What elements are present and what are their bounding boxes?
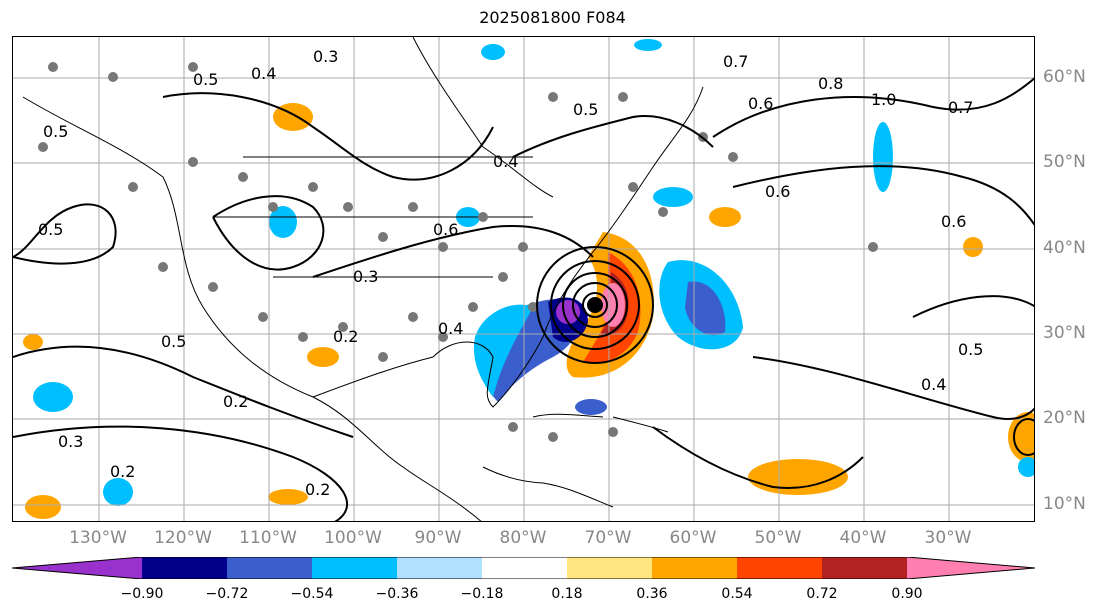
colorbar-segment bbox=[907, 557, 1035, 579]
contour-label: 0.3 bbox=[353, 267, 378, 286]
lon-label: 60°W bbox=[669, 528, 717, 548]
contour-label: 0.6 bbox=[748, 94, 773, 113]
lon-label: 90°W bbox=[414, 528, 462, 548]
colorbar-segment bbox=[142, 557, 227, 579]
contour-label: 0.6 bbox=[941, 212, 966, 231]
colorbar-segment bbox=[227, 557, 312, 579]
warm-anomaly-5 bbox=[1008, 412, 1034, 462]
colorbar-segment bbox=[737, 557, 822, 579]
colorbar-segment bbox=[482, 557, 567, 579]
contour-label: 0.7 bbox=[948, 98, 973, 117]
graticule bbox=[13, 37, 1034, 521]
contour-label: 0.7 bbox=[723, 52, 748, 71]
colorbar-segment bbox=[567, 557, 652, 579]
colorbar-tick-label: 0.36 bbox=[636, 586, 668, 602]
shading-layer bbox=[23, 39, 1034, 519]
colorbar-segment bbox=[652, 557, 737, 579]
lat-label: 40°N bbox=[1043, 238, 1086, 258]
cold-anomaly-4 bbox=[653, 187, 693, 207]
contour-label: 0.4 bbox=[493, 152, 518, 171]
contour-label: 0.5 bbox=[43, 122, 68, 141]
colorbar-segment bbox=[12, 557, 142, 579]
warm-anomaly-6 bbox=[25, 495, 61, 519]
warm-anomaly-storm-peak bbox=[601, 283, 625, 327]
contour-label: 0.5 bbox=[193, 70, 218, 89]
storm-center-marker bbox=[587, 297, 603, 313]
lon-label: 70°W bbox=[584, 528, 632, 548]
contour-label: 0.6 bbox=[433, 220, 458, 239]
contour-label-layer: 0.3 0.4 0.5 0.5 0.5 0.6 0.6 0.7 0.7 0.8 … bbox=[38, 47, 983, 499]
contour-lines bbox=[13, 77, 1034, 521]
colorbar-segment bbox=[312, 557, 397, 579]
map-title: 2025081800 F084 bbox=[479, 8, 626, 27]
lon-label: 120°W bbox=[154, 528, 212, 548]
lat-label: 10°N bbox=[1043, 494, 1086, 514]
cold-anomaly-7 bbox=[575, 399, 607, 415]
lat-label: 20°N bbox=[1043, 408, 1086, 428]
lat-label: 50°N bbox=[1043, 152, 1086, 172]
warm-anomaly-3 bbox=[709, 207, 741, 227]
colorbar-tick-label: 0.18 bbox=[551, 586, 583, 602]
map-panel: 0.3 0.4 0.5 0.5 0.5 0.6 0.6 0.7 0.7 0.8 … bbox=[12, 36, 1035, 522]
lon-label: 130°W bbox=[69, 528, 127, 548]
lon-label: 50°W bbox=[754, 528, 802, 548]
contour-label: 0.2 bbox=[305, 480, 330, 499]
warm-anomaly-2 bbox=[307, 347, 339, 367]
cold-anomaly-10 bbox=[634, 39, 662, 51]
contour-label: 1.0 bbox=[871, 90, 896, 109]
colorbar-tick-label: −0.36 bbox=[375, 586, 419, 602]
colorbar-segment bbox=[822, 557, 907, 579]
lat-label: 60°N bbox=[1043, 67, 1086, 87]
contour-label: 0.5 bbox=[573, 100, 598, 119]
contour-label: 0.2 bbox=[333, 327, 358, 346]
cold-anomaly-8 bbox=[1018, 457, 1034, 477]
colorbar-tick-label: −0.54 bbox=[290, 586, 334, 602]
cold-anomaly-5 bbox=[33, 382, 73, 412]
colorbar-tick-label: 0.72 bbox=[806, 586, 838, 602]
colorbar-tick-label: −0.90 bbox=[120, 586, 164, 602]
warm-anomaly-7 bbox=[268, 489, 308, 505]
colorbar-segment bbox=[397, 557, 482, 579]
contour-label: 0.6 bbox=[765, 182, 790, 201]
contour-label: 0.5 bbox=[38, 220, 63, 239]
contour-label: 0.3 bbox=[58, 432, 83, 451]
lon-label: 100°W bbox=[324, 528, 382, 548]
lat-label: 30°N bbox=[1043, 323, 1086, 343]
lon-label: 30°W bbox=[924, 528, 972, 548]
contour-label: 0.2 bbox=[223, 392, 248, 411]
colorbar-tick-label: 0.90 bbox=[891, 586, 923, 602]
warm-anomaly-9 bbox=[963, 237, 983, 257]
lon-label: 40°W bbox=[839, 528, 887, 548]
contour-label: 0.5 bbox=[958, 340, 983, 359]
station-markers bbox=[38, 62, 878, 442]
lon-label: 80°W bbox=[499, 528, 547, 548]
contour-label: 0.3 bbox=[313, 47, 338, 66]
colorbar-tick-label: −0.18 bbox=[460, 586, 504, 602]
colorbar-tick-label: 0.54 bbox=[721, 586, 753, 602]
lon-label: 110°W bbox=[239, 528, 297, 548]
contour-label: 0.4 bbox=[251, 64, 276, 83]
cold-anomaly-storm-halo bbox=[473, 304, 533, 397]
cold-anomaly-atlantic-core bbox=[685, 281, 726, 336]
map-canvas: 0.3 0.4 0.5 0.5 0.5 0.6 0.6 0.7 0.7 0.8 … bbox=[13, 37, 1034, 521]
contour-label: 0.2 bbox=[110, 462, 135, 481]
colorbar-tick-label: −0.72 bbox=[205, 586, 249, 602]
contour-label: 0.8 bbox=[818, 74, 843, 93]
warm-anomaly-4 bbox=[748, 459, 848, 495]
contour-label: 0.5 bbox=[161, 332, 186, 351]
colorbar bbox=[12, 557, 1035, 579]
cold-anomaly-9 bbox=[481, 44, 505, 60]
contour-label: 0.4 bbox=[438, 319, 463, 338]
cold-anomaly-1 bbox=[873, 122, 893, 192]
cold-anomaly-2 bbox=[269, 206, 297, 238]
coastlines bbox=[22, 37, 704, 521]
cold-anomaly-6 bbox=[103, 478, 133, 506]
warm-anomaly-8 bbox=[23, 334, 43, 350]
contour-label: 0.4 bbox=[921, 375, 946, 394]
